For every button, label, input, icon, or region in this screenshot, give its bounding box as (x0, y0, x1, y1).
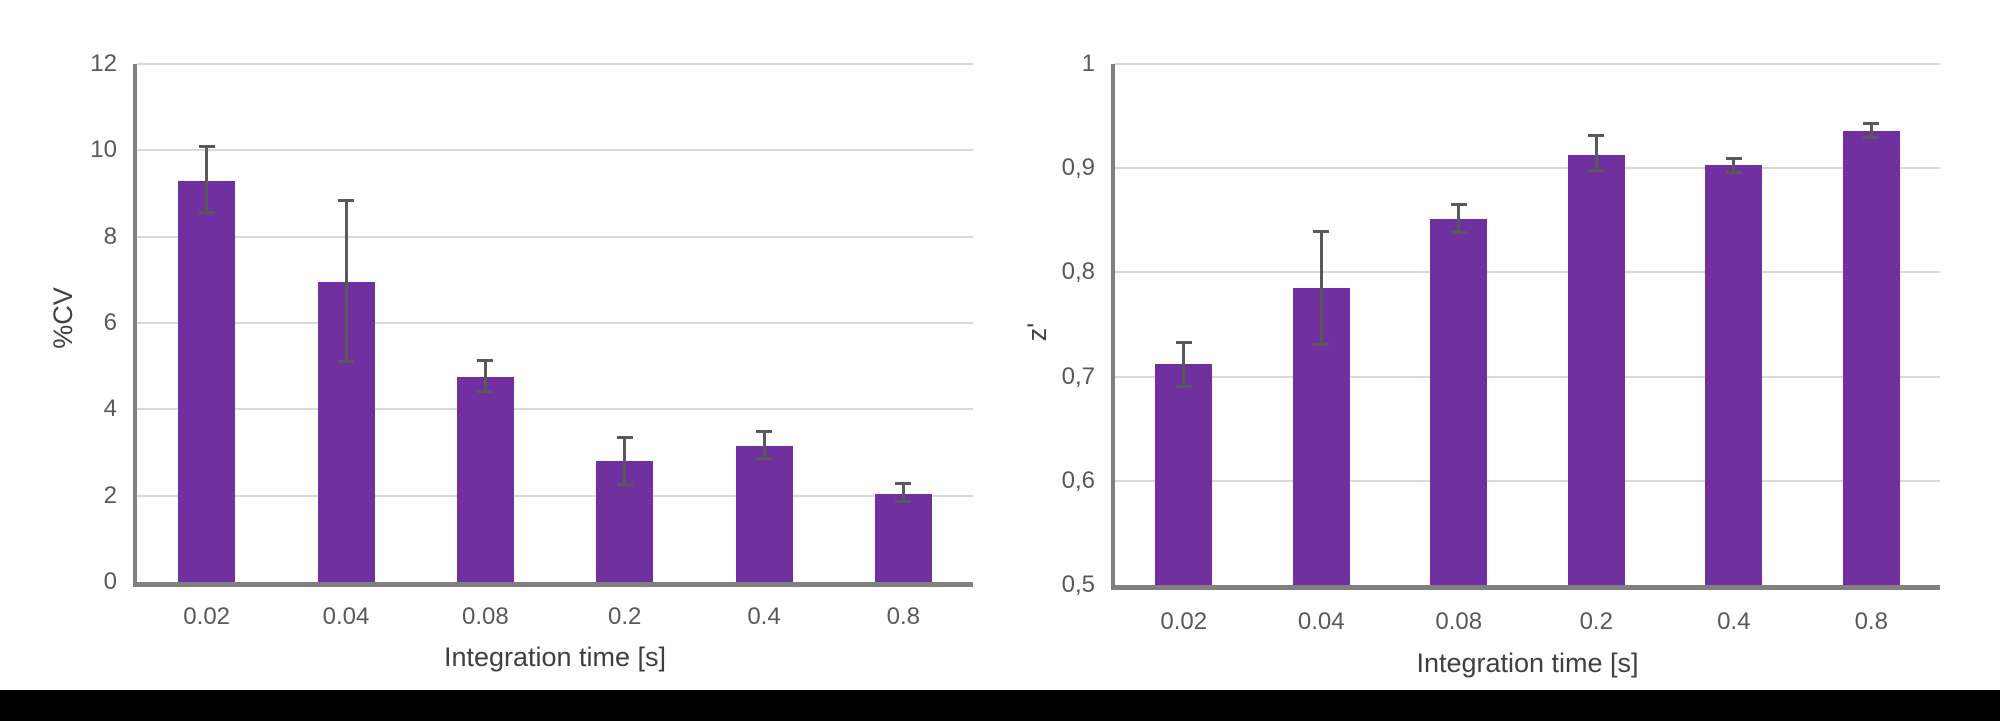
error-bar-cap-bottom (477, 390, 494, 394)
error-bar-cap-bottom (1588, 169, 1605, 173)
x-tick-label: 0.02 (183, 603, 231, 630)
gridline (1115, 271, 1940, 274)
error-bar-stem (1869, 123, 1873, 138)
error-bar-cap-top (1588, 133, 1605, 137)
error-bar-cap-top (1313, 229, 1330, 233)
error-bar-stem (901, 482, 905, 503)
error-bar-cap-bottom (1175, 385, 1192, 389)
bar-0.08 (1430, 219, 1488, 585)
error-bar-cap-top (1175, 341, 1192, 345)
error-bar-stem (1319, 230, 1323, 346)
gridline (1115, 375, 1940, 378)
error-bar-cap-bottom (895, 500, 912, 504)
error-bar-cap-top (756, 429, 772, 433)
bottom-black-bar (0, 690, 2000, 721)
bar-0.08 (456, 376, 514, 582)
y-axis-line (1111, 64, 1115, 590)
bar-0.8 (874, 493, 932, 582)
x-tick-label: 0.8 (1854, 608, 1888, 635)
gridline (137, 494, 973, 497)
x-tick-label: 0.8 (886, 603, 921, 630)
bar-0.4 (735, 446, 793, 582)
x-tick-label: 0.2 (1579, 608, 1613, 635)
bar-0.8 (1842, 130, 1900, 585)
y-tick-label: 0,5 (1061, 571, 1095, 598)
y-tick-label: 0,6 (1061, 466, 1095, 494)
y-tick-label: 0 (103, 568, 117, 595)
y-tick-label: 12 (90, 50, 117, 77)
error-bar-cap-top (477, 358, 494, 362)
error-bar-stem (1182, 342, 1186, 387)
y-tick-label: 0,7 (1061, 362, 1095, 390)
error-bar-cap-top (1725, 156, 1742, 160)
x-tick-label: 0.04 (322, 603, 370, 630)
error-bar-cap-top (895, 481, 912, 485)
error-bar-stem (483, 359, 487, 393)
error-bar-cap-top (1863, 122, 1880, 126)
bar-0.4 (1705, 165, 1763, 585)
y-tick-label: 0,9 (1061, 154, 1095, 182)
error-bar-cap-bottom (198, 210, 215, 214)
x-tick-label: 0.08 (461, 603, 509, 630)
bar-0.02 (1155, 364, 1213, 585)
error-bar-stem (205, 146, 209, 213)
y-tick-label: 8 (103, 222, 117, 250)
x-axis-title: Integration time [s] (1416, 648, 1639, 678)
error-bar-stem (1457, 203, 1461, 233)
gridline (137, 149, 973, 152)
y-tick-label: 0,8 (1061, 258, 1095, 286)
gridline (137, 322, 973, 324)
y-tick-label: 1 (1081, 50, 1095, 77)
x-tick-label: 0.4 (747, 603, 781, 630)
error-bar-cap-top (1450, 202, 1467, 206)
bar-0.2 (1567, 154, 1625, 585)
error-bar-cap-bottom (1725, 171, 1742, 175)
error-bar-cap-top (616, 436, 633, 440)
error-bar-stem (1594, 134, 1598, 172)
bar-0.02 (178, 180, 236, 582)
x-tick-label: 0.4 (1717, 608, 1751, 635)
x-axis-line (133, 582, 973, 587)
error-bar-cap-top (338, 198, 354, 202)
error-bar-cap-bottom (616, 482, 633, 486)
error-bar-stem (762, 430, 766, 459)
x-axis-line (1111, 585, 1940, 590)
error-bar-cap-bottom (756, 456, 772, 460)
gridline (137, 63, 973, 65)
error-bar-cap-bottom (1863, 135, 1880, 139)
x-tick-label: 0.04 (1297, 608, 1345, 635)
y-tick-label: 2 (103, 481, 117, 509)
error-bar-cap-top (198, 145, 215, 149)
error-bar-stem (623, 437, 627, 485)
error-bar-stem (344, 199, 348, 362)
x-tick-label: 0.08 (1435, 608, 1483, 635)
gridline (137, 408, 973, 411)
gridline (1115, 479, 1940, 482)
error-bar-stem (1732, 157, 1736, 174)
y-tick-label: 6 (103, 309, 117, 336)
y-tick-label: 10 (90, 136, 117, 164)
error-bar-cap-bottom (1313, 343, 1330, 347)
y-axis-title: z' (1022, 322, 1052, 342)
gridline (137, 235, 973, 238)
gridline (1115, 63, 1940, 65)
error-bar-cap-bottom (1450, 230, 1467, 234)
y-tick-label: 4 (103, 395, 117, 423)
x-tick-label: 0.02 (1160, 608, 1208, 635)
y-axis-line (133, 64, 137, 587)
error-bar-cap-bottom (338, 359, 354, 363)
gridline (1115, 167, 1940, 170)
x-axis-title: Integration time [s] (443, 642, 667, 672)
x-tick-label: 0.2 (607, 603, 642, 630)
